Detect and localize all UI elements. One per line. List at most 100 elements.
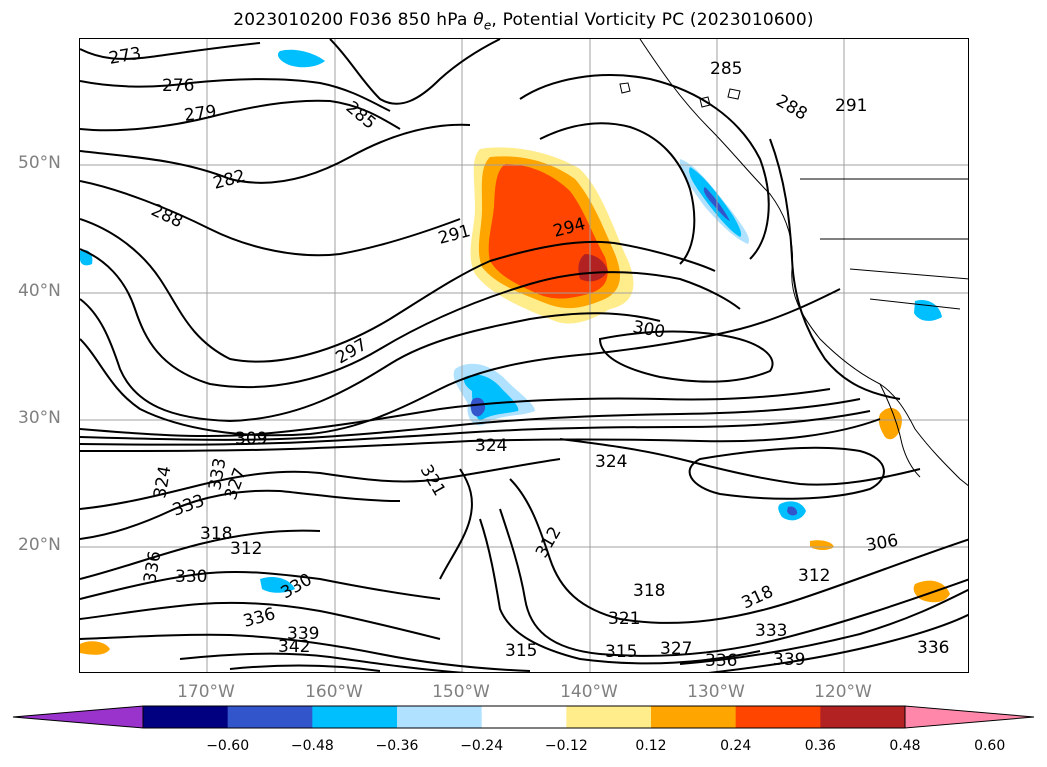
contour-label-312: 312 xyxy=(532,523,566,561)
title-suffix: , Potential Vorticity PC (2023010600) xyxy=(491,10,814,30)
contour-label-333: 333 xyxy=(170,491,207,521)
contour-label-279: 279 xyxy=(183,102,218,126)
contour-label-318: 318 xyxy=(200,524,232,544)
contour-306 xyxy=(80,398,861,441)
pv-region-positive-sw xyxy=(80,641,110,655)
coastlines xyxy=(619,39,968,487)
contour-label-333: 333 xyxy=(755,621,787,641)
contour-label-312: 312 xyxy=(798,566,830,586)
contour-label-318: 318 xyxy=(633,581,665,601)
figure-title: 2023010200 F036 850 hPa θe, Potential Vo… xyxy=(0,10,1047,32)
lon-tick-140w: 140°W xyxy=(560,682,618,702)
contour-321-mid xyxy=(439,468,473,580)
contour-288 xyxy=(80,180,461,257)
contour-342 xyxy=(229,664,381,672)
title-theta-symbol: θe xyxy=(473,10,492,33)
colorbar-tick-label: −0.36 xyxy=(375,738,419,754)
contour-324-south xyxy=(559,438,921,486)
lat-tick-50n: 50°N xyxy=(18,153,61,173)
contour-inner-ring xyxy=(539,122,696,265)
colorbar-tick-label: −0.24 xyxy=(460,738,504,754)
contour-276 xyxy=(80,78,391,112)
pv-region-positive-117w xyxy=(878,407,902,440)
contour-279 xyxy=(80,99,401,132)
contour-label-330: 330 xyxy=(175,567,207,587)
map-panel: 273 276 279 282 285 288 291 294 297 300 285 288 291 3… xyxy=(79,38,969,673)
colorbar-bin-6 xyxy=(566,706,652,728)
contour-label-336: 336 xyxy=(241,604,278,632)
colorbar-bin-2 xyxy=(227,706,313,728)
contour-label-315: 315 xyxy=(505,641,537,661)
colorbar-bin-5 xyxy=(481,706,567,728)
theta-e-contours xyxy=(80,39,968,672)
contour-282 xyxy=(80,123,471,184)
contour-coast-west xyxy=(769,138,901,400)
contour-label-306: 306 xyxy=(864,531,899,556)
pv-region-negative-22n-blue xyxy=(787,506,798,516)
contour-312 xyxy=(80,418,881,452)
contour-label-291: 291 xyxy=(835,96,867,116)
contour-294 xyxy=(80,248,741,389)
contour-label-339: 339 xyxy=(287,624,319,644)
contour-330 xyxy=(80,570,441,600)
contour-309 xyxy=(80,410,871,446)
colorbar-bin-7 xyxy=(651,706,737,728)
lat-tick-40n: 40°N xyxy=(18,281,61,301)
colorbar-tick-label: 0.24 xyxy=(720,738,752,754)
contour-339 xyxy=(179,652,466,672)
contour-label-309: 309 xyxy=(235,429,267,449)
colorbar-tick-label: 0.12 xyxy=(635,738,667,754)
contour-label-327: 327 xyxy=(660,639,692,659)
contour-339-east xyxy=(708,613,968,672)
contour-291 xyxy=(80,218,716,363)
contour-273 xyxy=(80,42,261,60)
pv-region-positive-darkred xyxy=(578,254,608,282)
colorbar-tick-label: 0.60 xyxy=(974,738,1006,754)
contour-label-288: 288 xyxy=(148,200,186,232)
colorbar-border xyxy=(142,705,906,729)
colorbar-tick-label: −0.60 xyxy=(206,738,250,754)
lat-tick-20n: 20°N xyxy=(18,535,61,555)
title-prefix: 2023010200 F036 850 hPa xyxy=(233,10,474,30)
contour-label-339: 339 xyxy=(773,650,805,670)
colorbar xyxy=(12,705,1035,729)
contour-label-324: 324 xyxy=(150,464,175,499)
coastline-north-america xyxy=(639,39,968,487)
contour-318 xyxy=(80,458,561,510)
contour-label-336: 336 xyxy=(917,638,949,658)
colorbar-extend-max xyxy=(904,705,1035,729)
contour-closed-east xyxy=(598,330,774,383)
contour-336 xyxy=(80,633,531,672)
contour-label-276: 276 xyxy=(162,76,194,96)
coastline-baja xyxy=(879,383,921,478)
lat-tick-30n: 30°N xyxy=(18,408,61,428)
contour-label-282: 282 xyxy=(211,166,248,194)
contour-285-top xyxy=(329,39,501,105)
contour-label-300: 300 xyxy=(631,317,666,342)
contour-label-288: 288 xyxy=(773,91,811,125)
contour-327 xyxy=(80,529,321,580)
graticule xyxy=(80,39,968,672)
contour-label-324: 324 xyxy=(475,436,507,456)
colorbar-tick-label: 0.36 xyxy=(804,738,836,754)
pv-region-positive-18n xyxy=(810,540,834,550)
contour-label-273: 273 xyxy=(107,44,142,69)
lon-tick-130w: 130°W xyxy=(687,682,745,702)
contour-333 xyxy=(80,601,441,640)
colorbar-tick-label: −0.48 xyxy=(290,738,334,754)
contour-336-east xyxy=(679,588,968,665)
contour-324 xyxy=(80,489,401,540)
colorbar-bin-1 xyxy=(143,706,229,728)
contour-315 xyxy=(499,508,968,657)
colorbar-bin-4 xyxy=(397,706,483,728)
contour-label-312: 312 xyxy=(230,539,262,559)
contour-label-285: 285 xyxy=(710,59,742,79)
lon-tick-170w: 170°W xyxy=(177,682,235,702)
pv-region-negative-blue xyxy=(470,397,486,417)
lon-tick-150w: 150°W xyxy=(432,682,490,702)
border-lines xyxy=(800,178,968,310)
contour-303 xyxy=(80,388,831,438)
pv-region-negative-36n-east xyxy=(914,299,942,321)
colorbar-extend-min xyxy=(12,705,144,729)
